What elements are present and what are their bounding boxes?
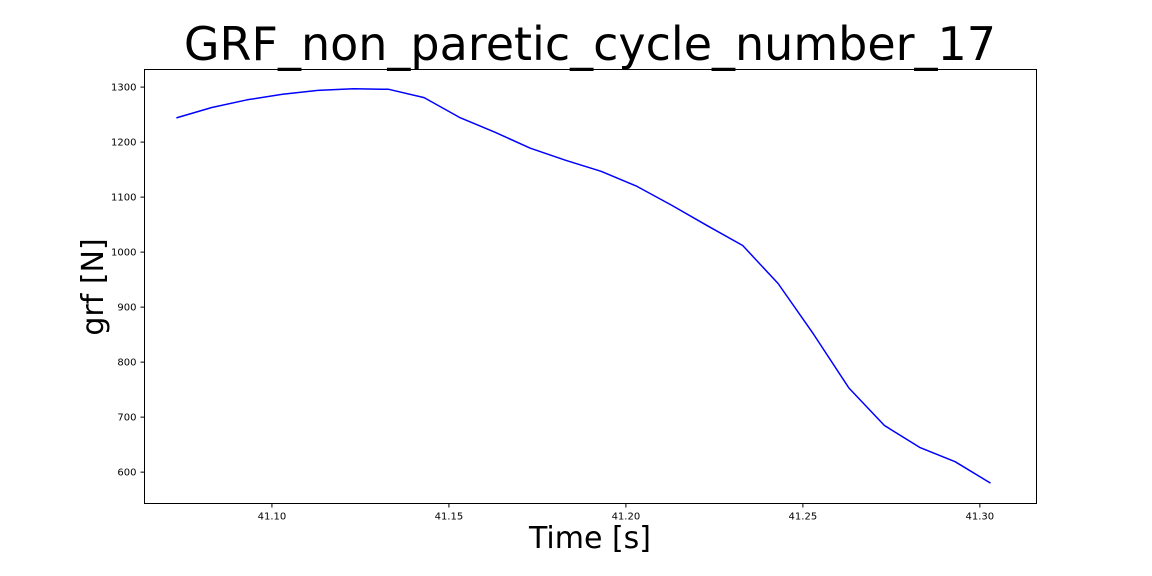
- y-tick-label: 800: [117, 358, 136, 369]
- x-tick-label: 41.10: [258, 512, 287, 523]
- x-tick-label: 41.30: [966, 512, 995, 523]
- y-tick-label: 1200: [111, 138, 136, 149]
- x-tick-label: 41.20: [612, 512, 641, 523]
- y-tick-label: 900: [117, 303, 136, 314]
- x-axis: 41.10 41.15 41.20 41.25 41.30: [258, 503, 995, 523]
- y-tick-label: 700: [117, 413, 136, 424]
- axes-frame: [144, 69, 1037, 504]
- plot-area: [176, 88, 991, 484]
- y-axis: 600 700 800 900 1000 1100 1200 1300: [111, 83, 145, 479]
- y-tick-label: 600: [117, 468, 136, 479]
- y-tick-label: 1300: [111, 83, 136, 94]
- x-axis-label: Time [s]: [528, 521, 651, 556]
- series-line: [176, 88, 991, 484]
- y-tick-label: 1100: [111, 193, 136, 204]
- y-tick-label: 1000: [111, 248, 136, 259]
- x-tick-label: 41.15: [435, 512, 464, 523]
- x-tick-label: 41.25: [789, 512, 818, 523]
- chart-title: GRF_non_paretic_cycle_number_17: [184, 17, 996, 71]
- y-axis-label: grf [N]: [76, 238, 111, 335]
